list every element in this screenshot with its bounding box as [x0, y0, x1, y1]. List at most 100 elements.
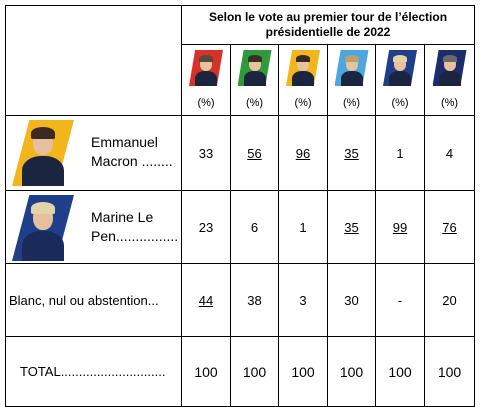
- portrait-hair: [296, 55, 310, 62]
- table-cell: 76: [424, 190, 475, 264]
- cell-value: 20: [442, 292, 457, 308]
- portrait-body: [292, 71, 314, 86]
- cell-value: 76: [442, 219, 457, 235]
- table-row-total: TOTAL............................. 100 1…: [5, 336, 475, 407]
- table-cell: 99: [375, 190, 425, 264]
- portrait-body: [389, 71, 411, 86]
- row-label-macron: Emmanuel Macron ........: [5, 115, 182, 191]
- row-label-total: TOTAL.............................: [5, 336, 182, 407]
- portrait-hair: [31, 202, 55, 214]
- table-cell: 1: [278, 190, 328, 264]
- table-cell: 100: [375, 336, 425, 407]
- cell-value: 56: [247, 145, 262, 161]
- unit-label: (%): [294, 97, 312, 109]
- portrait-hair: [393, 55, 407, 62]
- unit-label: (%): [197, 97, 215, 109]
- table-cell: 35: [327, 190, 376, 264]
- unit-label: (%): [440, 97, 459, 109]
- name-line-1: Emmanuel: [91, 134, 158, 150]
- table-cell: 44: [181, 263, 231, 337]
- table-cell: 4: [424, 115, 475, 191]
- cell-value: 33: [198, 145, 214, 161]
- candidate-3-portrait-icon: [286, 50, 320, 86]
- row-label-le-pen: Marine Le Pen................: [5, 190, 182, 264]
- table-row-blank-null-abstention: Blanc, nul ou abstention... 44 38 3 30 -…: [5, 263, 475, 337]
- cell-value: 100: [291, 363, 315, 380]
- cell-value: -: [397, 292, 403, 308]
- table-cell: 20: [424, 263, 475, 337]
- table-cell: 100: [278, 336, 328, 407]
- portrait-body: [22, 231, 64, 261]
- portrait-hair: [31, 127, 55, 139]
- candidate-5-portrait-icon: [383, 50, 417, 86]
- table-cell: 100: [424, 336, 475, 407]
- row-label-blank: Blanc, nul ou abstention...: [5, 263, 182, 337]
- table-cell: 3: [278, 263, 328, 337]
- table-cell: 38: [230, 263, 279, 337]
- table-cell: 56: [230, 115, 279, 191]
- table-cell: 6: [230, 190, 279, 264]
- portrait-body: [438, 71, 461, 86]
- cell-value: 38: [247, 292, 262, 308]
- candidate-1-portrait-icon: [189, 50, 223, 86]
- cell-value: 6: [250, 219, 259, 235]
- results-table: Selon le vote au premier tour de l’élect…: [5, 5, 475, 407]
- candidate-name: Emmanuel Macron ........: [91, 133, 173, 171]
- name-line-2: Macron ........: [91, 153, 173, 169]
- table-cell: 30: [327, 263, 376, 337]
- table-row-macron: Emmanuel Macron ........ 33 56 96 35 1 4: [5, 115, 475, 191]
- candidate-header-cell: (%): [327, 44, 376, 116]
- table-cell: 96: [278, 115, 328, 191]
- header-title: Selon le vote au premier tour de l’élect…: [181, 5, 475, 45]
- portrait-body: [340, 71, 363, 86]
- candidate-header-cell: (%): [424, 44, 475, 116]
- cell-value: 30: [344, 292, 359, 308]
- cell-value: 44: [198, 292, 214, 308]
- candidate-2-portrait-icon: [237, 50, 272, 86]
- table-cell: 100: [181, 336, 231, 407]
- portrait-hair: [247, 55, 262, 62]
- table-cell: 33: [181, 115, 231, 191]
- unit-label: (%): [245, 97, 264, 109]
- portrait-body: [243, 71, 266, 86]
- candidate-4-portrait-icon: [334, 50, 369, 86]
- cell-value: 1: [299, 219, 307, 235]
- portrait-body: [22, 156, 64, 186]
- unit-label: (%): [342, 97, 361, 109]
- candidate-name: Marine Le Pen................: [91, 208, 178, 246]
- portrait-body: [195, 71, 217, 86]
- table-cell: 100: [327, 336, 376, 407]
- le-pen-portrait-icon: [12, 195, 74, 261]
- portrait-hair: [344, 55, 359, 62]
- candidate-6-portrait-icon: [432, 50, 467, 86]
- cell-value: 100: [339, 363, 364, 380]
- candidate-header-cell: (%): [375, 44, 425, 116]
- cell-value: 100: [437, 363, 462, 380]
- table-row-le-pen: Marine Le Pen................ 23 6 1 35 …: [5, 190, 475, 264]
- cell-value: 4: [445, 145, 454, 161]
- unit-label: (%): [391, 97, 409, 109]
- table-cell: 1: [375, 115, 425, 191]
- name-line-1: Marine Le: [91, 209, 154, 225]
- candidate-header-cell: (%): [181, 44, 231, 116]
- table-cell: -: [375, 263, 425, 337]
- macron-portrait-icon: [12, 120, 74, 186]
- cell-value: 99: [392, 219, 408, 235]
- results-table-wrapper: Selon le vote au premier tour de l’élect…: [5, 5, 475, 407]
- cell-value: 100: [242, 363, 267, 380]
- cell-value: 96: [295, 145, 311, 161]
- cell-value: 35: [344, 145, 359, 161]
- portrait-hair: [442, 55, 457, 62]
- cell-value: 23: [198, 219, 214, 235]
- corner-cell: [5, 5, 182, 116]
- cell-value: 100: [194, 363, 218, 380]
- name-line-2: Pen................: [91, 228, 179, 244]
- portrait-hair: [199, 55, 213, 62]
- cell-value: 100: [388, 363, 412, 380]
- candidate-header-cell: (%): [278, 44, 328, 116]
- cell-value: 1: [396, 145, 404, 161]
- table-cell: 23: [181, 190, 231, 264]
- table-cell: 35: [327, 115, 376, 191]
- cell-value: 3: [299, 292, 307, 308]
- cell-value: 35: [344, 219, 359, 235]
